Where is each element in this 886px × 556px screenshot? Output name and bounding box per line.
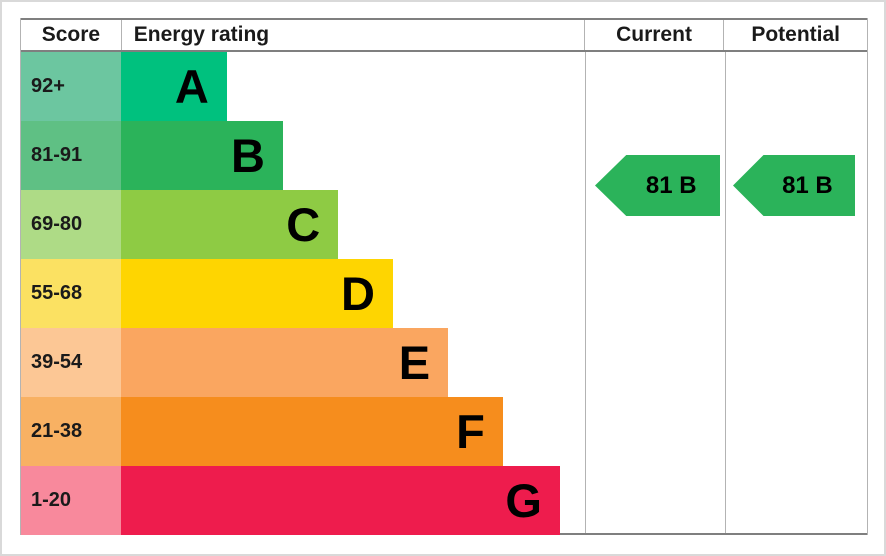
rating-area-f: F [121,397,585,466]
score-range-e: 39-54 [21,328,121,397]
rating-bar-g: G [121,466,560,535]
rating-letter-c: C [286,198,321,251]
score-range-f: 21-38 [21,397,121,466]
rating-letter-d: D [340,267,375,320]
score-range-d: 55-68 [21,259,121,328]
rating-letter-e: E [398,336,431,389]
score-range-c: 69-80 [21,190,121,259]
band-row-a: 92+ A [21,52,867,121]
score-range-b: 81-91 [21,121,121,190]
epc-rating-table: Score Energy rating Current Potential 92… [20,18,868,535]
rating-area-d: D [121,259,585,328]
rating-bar-f: F [121,397,503,466]
band-row-g: 1-20 G [21,466,867,535]
rating-letter-f: F [456,405,485,458]
score-range-a: 92+ [21,52,121,121]
rating-bar-e: E [121,328,449,397]
rating-area-b: B [121,121,585,190]
band-row-c: 69-80 C [21,190,867,259]
band-row-f: 21-38 F [21,397,867,466]
band-row-e: 39-54 E [21,328,867,397]
band-row-d: 55-68 D [21,259,867,328]
rating-letter-g: G [505,474,542,527]
current-column-divider [585,52,586,533]
rating-area-c: C [121,190,585,259]
header-potential: Potential [723,20,867,50]
rating-bar-a: A [121,52,227,121]
rating-area-e: E [121,328,585,397]
rating-area-a: A [121,52,585,121]
current-rating-label: 81 B [645,171,697,199]
potential-rating-label: 81 B [782,171,833,199]
rating-letter-b: B [230,129,265,182]
band-row-b: 81-91 B [21,121,867,190]
table-header-row: Score Energy rating Current Potential [21,18,867,52]
rating-letter-a: A [174,60,209,113]
header-score: Score [41,23,101,46]
score-range-g: 1-20 [21,466,121,535]
header-current: Current [583,20,724,50]
current-rating-arrow: 81 B [595,155,720,216]
potential-column-divider [725,52,726,533]
header-energy-rating: Energy rating [120,20,584,50]
rating-area-g: G [121,466,585,535]
rating-bands-area: 92+ A 81-91 B 69-80 [21,52,867,535]
rating-bar-b: B [121,121,283,190]
rating-bar-d: D [121,259,393,328]
rating-bar-c: C [121,190,339,259]
